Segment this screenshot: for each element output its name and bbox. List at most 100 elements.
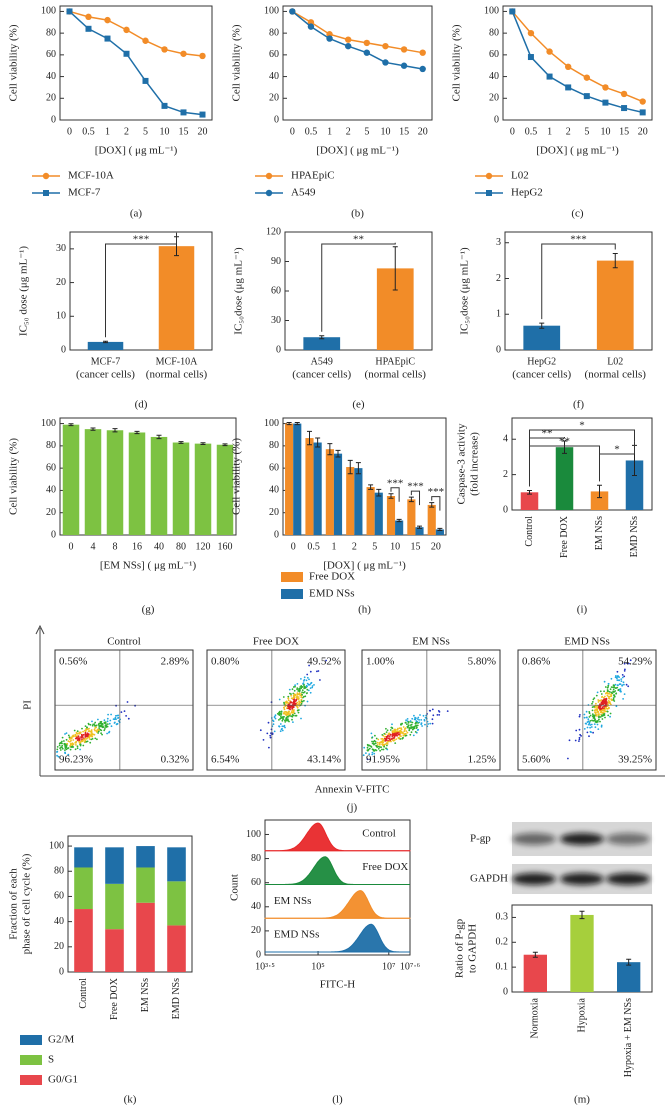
dot bbox=[384, 740, 387, 742]
x-tick-label: MCF-7 bbox=[91, 356, 120, 367]
dot bbox=[431, 708, 434, 711]
dot bbox=[76, 737, 78, 740]
dot bbox=[420, 719, 423, 721]
quadrant-percent: 0.80% bbox=[211, 656, 239, 668]
x-tick-label: EMD NSs bbox=[171, 978, 182, 1020]
dot bbox=[91, 720, 93, 723]
dot bbox=[105, 723, 107, 725]
bar bbox=[366, 487, 375, 535]
y-tick-label: 60 bbox=[269, 49, 279, 60]
dot bbox=[600, 724, 603, 727]
series-line bbox=[511, 11, 643, 114]
flow-box bbox=[361, 649, 501, 771]
dot bbox=[58, 744, 61, 747]
legend-swatch bbox=[20, 1035, 42, 1045]
y-tick-label: 100 bbox=[264, 6, 279, 17]
dot bbox=[602, 696, 605, 699]
y-tick-label: 80 bbox=[269, 440, 279, 451]
point bbox=[382, 59, 389, 66]
dot bbox=[385, 727, 387, 730]
dot bbox=[283, 706, 285, 709]
dot bbox=[612, 697, 615, 699]
bar bbox=[374, 492, 383, 535]
dot bbox=[271, 719, 274, 722]
dot bbox=[417, 728, 420, 731]
y-tick-label: 60 bbox=[489, 49, 499, 60]
dot bbox=[69, 742, 72, 745]
dot-cloud bbox=[362, 708, 449, 761]
dot bbox=[436, 714, 439, 716]
dot bbox=[607, 692, 609, 695]
dot bbox=[591, 706, 594, 708]
dot bbox=[279, 730, 282, 733]
point bbox=[104, 35, 111, 42]
dot bbox=[605, 702, 608, 705]
dot bbox=[266, 732, 269, 735]
dot bbox=[285, 702, 287, 704]
dot bbox=[388, 737, 391, 739]
dot bbox=[88, 734, 91, 737]
legend-label: G0/G1 bbox=[48, 1074, 78, 1086]
dot bbox=[615, 692, 618, 695]
dot bbox=[610, 693, 612, 696]
dot bbox=[591, 719, 593, 722]
dot bbox=[384, 743, 386, 746]
dot bbox=[417, 722, 419, 724]
y-tick-label: 0 bbox=[503, 986, 508, 997]
point bbox=[527, 29, 535, 37]
y-axis-label: Cell viability (%) bbox=[451, 24, 463, 101]
dot bbox=[599, 720, 601, 723]
y-tick-label: 80 bbox=[489, 27, 499, 38]
dot bbox=[428, 709, 431, 712]
dot bbox=[384, 736, 386, 738]
quadrant-percent: 49.52% bbox=[307, 656, 341, 668]
dot bbox=[592, 731, 594, 734]
dot bbox=[415, 721, 418, 724]
dot bbox=[416, 724, 419, 727]
dot bbox=[79, 748, 81, 751]
dot bbox=[377, 738, 380, 741]
dot bbox=[273, 716, 276, 719]
bar bbox=[87, 341, 124, 350]
dot bbox=[588, 716, 591, 718]
dot bbox=[610, 695, 613, 698]
dot bbox=[601, 718, 604, 720]
dot bbox=[604, 710, 607, 713]
quadrant-percent: 1.25% bbox=[468, 754, 496, 766]
dot bbox=[368, 747, 371, 750]
dot bbox=[262, 739, 265, 741]
x-tick-label: 2 bbox=[346, 126, 351, 137]
legend-label: Free DOX bbox=[309, 571, 355, 583]
plot-frame bbox=[504, 231, 653, 351]
dot bbox=[103, 719, 106, 722]
dot bbox=[64, 751, 66, 754]
dot bbox=[410, 731, 413, 734]
panel-caption: (h) bbox=[358, 604, 371, 616]
y-tick-label: 0 bbox=[494, 114, 499, 125]
dot bbox=[624, 668, 626, 671]
significance-bracket bbox=[390, 487, 400, 502]
dot bbox=[597, 728, 600, 730]
y-tick-label: 40 bbox=[46, 71, 56, 82]
dot bbox=[296, 697, 299, 700]
dot bbox=[67, 753, 70, 756]
point bbox=[344, 42, 352, 50]
dot bbox=[290, 705, 293, 708]
dot-cloud bbox=[56, 701, 137, 758]
dot bbox=[629, 659, 632, 662]
point bbox=[199, 111, 206, 118]
plot-title: EMD NSs bbox=[564, 636, 610, 648]
dot bbox=[381, 743, 383, 746]
dot bbox=[591, 709, 594, 712]
dot bbox=[76, 732, 78, 735]
quadrant-percent: 5.80% bbox=[468, 656, 496, 668]
y-tick-label: 2 bbox=[496, 273, 501, 284]
dot bbox=[617, 675, 620, 678]
bar bbox=[106, 430, 124, 535]
point bbox=[85, 25, 92, 32]
error-cap bbox=[417, 525, 423, 529]
dot bbox=[299, 689, 301, 691]
dot bbox=[371, 742, 374, 745]
dot bbox=[414, 731, 417, 733]
point bbox=[419, 49, 426, 56]
